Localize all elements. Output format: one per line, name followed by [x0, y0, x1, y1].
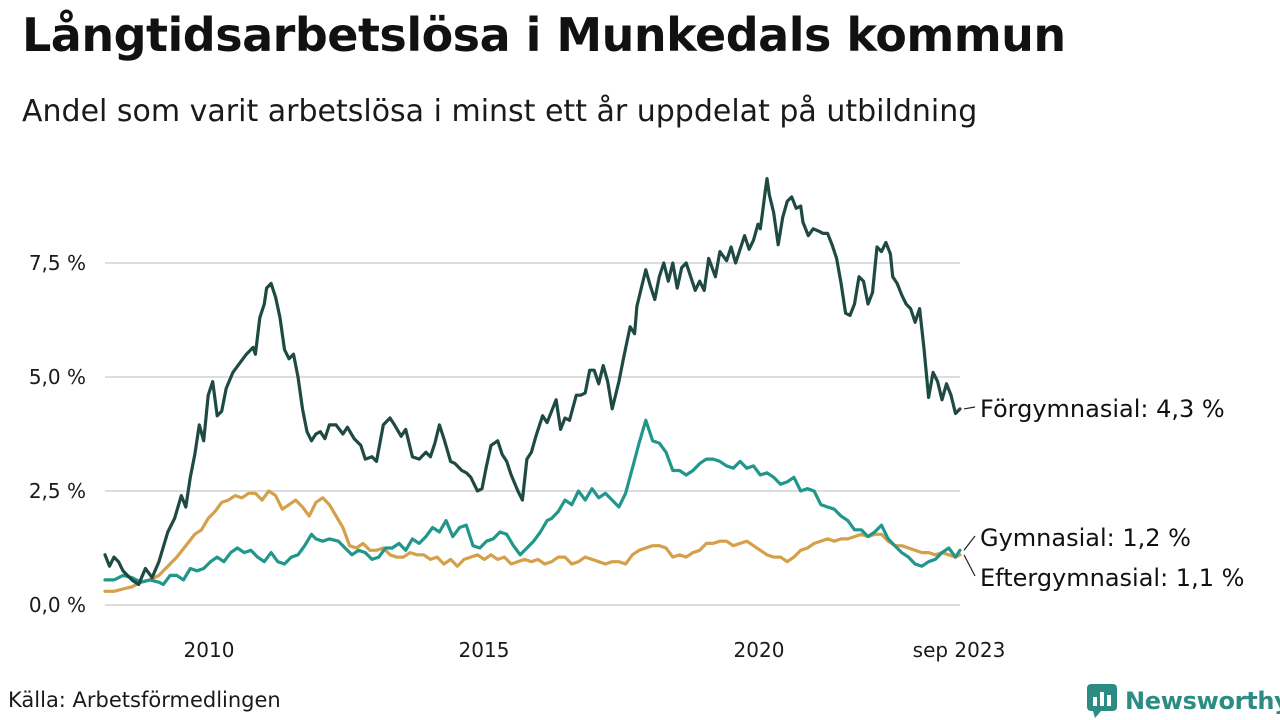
series-line-eftergymnasial — [103, 489, 962, 593]
x-tick-label: sep 2023 — [913, 638, 1006, 662]
source-note: Källa: Arbetsförmedlingen — [8, 688, 281, 712]
gridlines — [105, 262, 960, 606]
series-lines — [103, 177, 962, 593]
series-line-förgymnasial — [103, 177, 962, 587]
x-axis-ticks: 2010 2015 2020 sep 2023 — [184, 638, 1006, 662]
end-label-leader — [963, 406, 976, 410]
y-tick-label: 2,5 % — [29, 479, 86, 503]
brand-name: Newsworthy — [1125, 687, 1280, 715]
end-label-leader — [963, 554, 976, 577]
end-label-eftergymnasial: Eftergymnasial: 1,1 % — [980, 564, 1244, 592]
chart-title: Långtidsarbetslösa i Munkedals kommun — [22, 8, 1066, 62]
x-tick-label: 2015 — [459, 638, 510, 662]
end-label-förgymnasial: Förgymnasial: 4,3 % — [980, 395, 1225, 423]
end-label-leader — [963, 535, 976, 551]
x-tick-label: 2010 — [184, 638, 235, 662]
x-tick-label: 2020 — [734, 638, 785, 662]
newsworthy-logo-icon — [1087, 684, 1117, 718]
end-label-gymnasial: Gymnasial: 1,2 % — [980, 524, 1191, 552]
brand-logo: Newsworthy — [1087, 684, 1280, 718]
series-end-labels: Förgymnasial: 4,3 % Gymnasial: 1,2 % Efter… — [963, 395, 1244, 592]
y-axis-ticks: 0,0 % 2,5 % 5,0 % 7,5 % — [29, 251, 86, 617]
series-line-gymnasial — [103, 418, 962, 587]
chart-subtitle: Andel som varit arbetslösa i minst ett å… — [22, 94, 978, 129]
y-tick-label: 7,5 % — [29, 251, 86, 275]
y-tick-label: 0,0 % — [29, 593, 86, 617]
y-tick-label: 5,0 % — [29, 365, 86, 389]
